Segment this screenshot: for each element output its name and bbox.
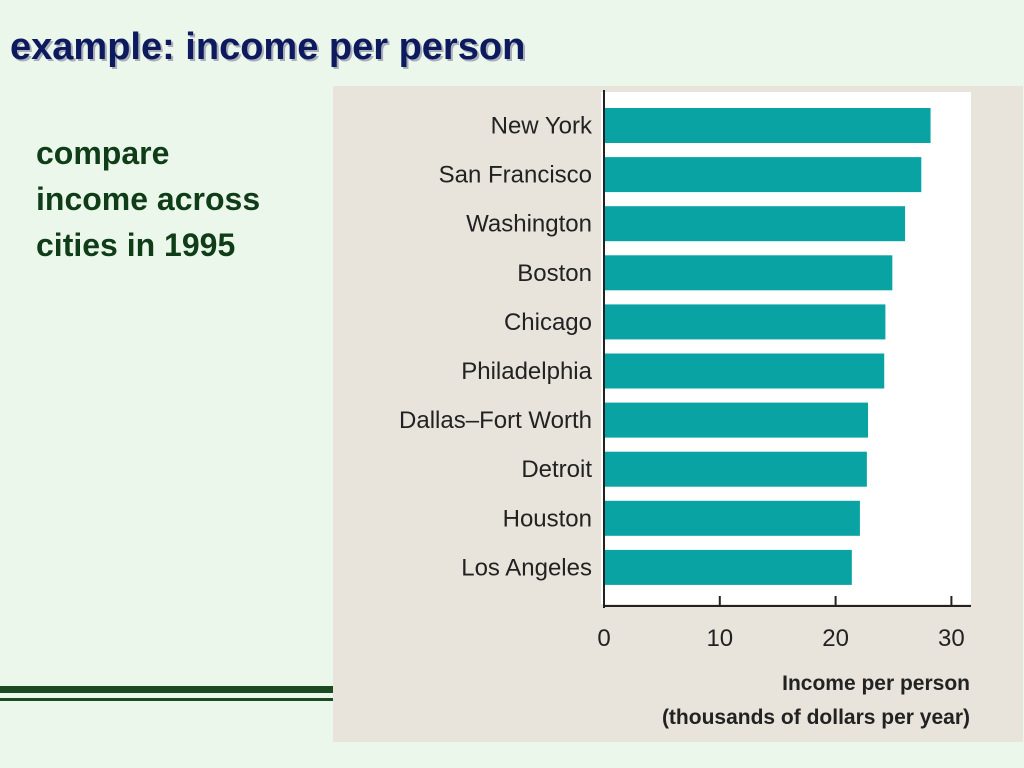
category-label: Detroit [521,456,592,483]
x-axis-title-line: Income per person [782,672,970,695]
bar [604,255,893,291]
category-label: Dallas–Fort Worth [399,407,592,434]
category-label: Philadelphia [461,358,592,385]
bar [604,549,852,585]
bar [604,402,869,438]
bar-chart: New York San Francisco Washington Boston Chi… [399,90,971,729]
bar [604,157,922,193]
body-line: income across [36,181,261,217]
x-axis-title-line: (thousands of dollars per year) [662,706,970,729]
body-line: compare [36,135,170,171]
bar-chart-figure: New York San Francisco Washington Boston Chi… [333,86,1023,742]
slide-title: example: income per person [10,26,526,68]
x-tick-label: 10 [706,625,733,652]
category-label: San Francisco [439,162,592,189]
bar [604,304,886,340]
x-tick-label: 20 [822,625,849,652]
x-tick-label: 0 [597,625,610,652]
decorative-rule-thick [0,686,336,693]
bar [604,206,906,242]
category-label: Boston [517,260,592,287]
x-tick-label: 30 [938,625,965,652]
bar [604,353,885,389]
bar [604,451,867,487]
bar [604,500,860,536]
slide-body-text: compare income across cities in 1995 [36,130,326,268]
bar [604,108,931,143]
body-line: cities in 1995 [36,227,236,263]
category-label: Chicago [504,309,592,336]
decorative-rule-thin [0,698,336,701]
category-label: New York [491,113,593,140]
category-label: Houston [503,505,592,532]
category-label: Washington [466,211,592,238]
category-label: Los Angeles [461,554,592,581]
